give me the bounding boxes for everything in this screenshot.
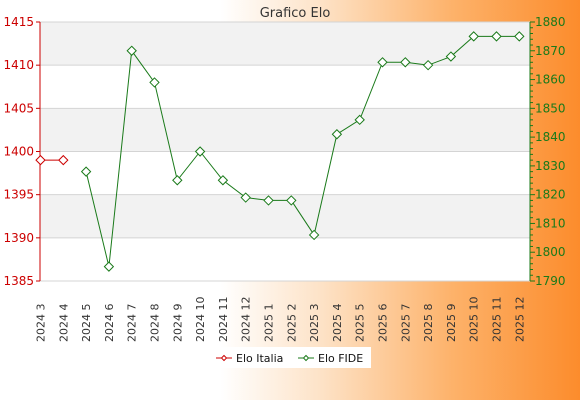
data-point-marker (240, 192, 251, 203)
legend-marker (220, 354, 228, 362)
data-point-marker (491, 31, 502, 42)
data-point-marker (126, 45, 137, 56)
x-tick-label: 2025 6 (377, 304, 390, 343)
data-point-marker (149, 77, 160, 88)
right-tick-label: 1880 (535, 15, 566, 29)
legend-label: Elo Italia (236, 352, 283, 365)
data-point-marker (331, 129, 343, 140)
data-point-marker (217, 175, 229, 186)
right-tick-label: 1800 (535, 245, 566, 259)
x-tick-label: 2025 3 (308, 304, 321, 343)
data-point-marker (308, 229, 320, 241)
data-point-marker (80, 166, 92, 177)
grid-band (40, 22, 530, 66)
data-point-marker (172, 175, 183, 186)
data-point-marker (103, 261, 115, 272)
x-tick-label: 2024 5 (80, 304, 93, 343)
x-tick-label: 2025 10 (468, 297, 481, 343)
right-tick-label: 1870 (535, 44, 566, 58)
x-tick-label: 2024 6 (103, 304, 116, 343)
data-point-marker (422, 59, 434, 71)
chart-title: Grafico Elo (260, 6, 331, 21)
data-point-marker (286, 195, 297, 206)
left-tick-label: 1415 (3, 15, 34, 29)
legend-box (211, 347, 371, 368)
left-tick-label: 1385 (3, 274, 34, 288)
right-tick-label: 1830 (535, 159, 566, 173)
x-tick-label: 2025 12 (513, 297, 526, 343)
data-point-marker (35, 154, 46, 166)
data-point-marker (468, 31, 479, 42)
x-tick-label: 2024 11 (217, 297, 230, 343)
x-tick-label: 2024 12 (240, 297, 253, 343)
grid-band (40, 194, 530, 238)
data-point-marker (514, 31, 525, 42)
data-point-marker (58, 154, 69, 166)
x-tick-label: 2025 2 (285, 304, 298, 343)
left-tick-label: 1405 (3, 101, 34, 115)
right-tick-label: 1810 (535, 216, 566, 230)
x-tick-label: 2024 7 (126, 304, 139, 343)
legend-marker (302, 354, 310, 362)
data-point-marker (354, 114, 365, 126)
data-point-marker (445, 51, 457, 62)
x-tick-label: 2024 8 (149, 304, 162, 343)
right-tick-label: 1860 (535, 73, 566, 87)
series-line (85, 35, 520, 267)
x-tick-label: 2024 10 (194, 297, 207, 343)
left-tick-label: 1410 (3, 58, 34, 72)
x-tick-label: 2025 9 (445, 304, 458, 343)
right-tick-label: 1790 (535, 274, 566, 288)
x-tick-label: 2025 4 (331, 304, 344, 343)
x-tick-label: 2024 3 (35, 304, 48, 343)
x-tick-label: 2025 1 (263, 304, 276, 343)
data-point-marker (263, 195, 274, 206)
x-tick-label: 2025 5 (354, 304, 367, 343)
x-tick-label: 2024 9 (171, 304, 184, 343)
x-tick-label: 2024 4 (57, 304, 70, 343)
left-tick-label: 1400 (3, 145, 34, 159)
x-tick-label: 2025 7 (399, 304, 412, 343)
grid-band (40, 108, 530, 152)
x-tick-label: 2025 8 (422, 304, 435, 343)
legend-label: Elo FIDE (318, 352, 363, 365)
data-point-marker (400, 57, 411, 68)
data-point-marker (377, 57, 388, 68)
data-point-marker (194, 146, 206, 157)
x-tick-label: 2025 11 (491, 297, 504, 343)
left-tick-label: 1395 (3, 188, 34, 202)
right-tick-label: 1840 (535, 130, 566, 144)
right-tick-label: 1850 (535, 101, 566, 115)
right-tick-label: 1820 (535, 188, 566, 202)
left-tick-label: 1390 (3, 231, 34, 245)
